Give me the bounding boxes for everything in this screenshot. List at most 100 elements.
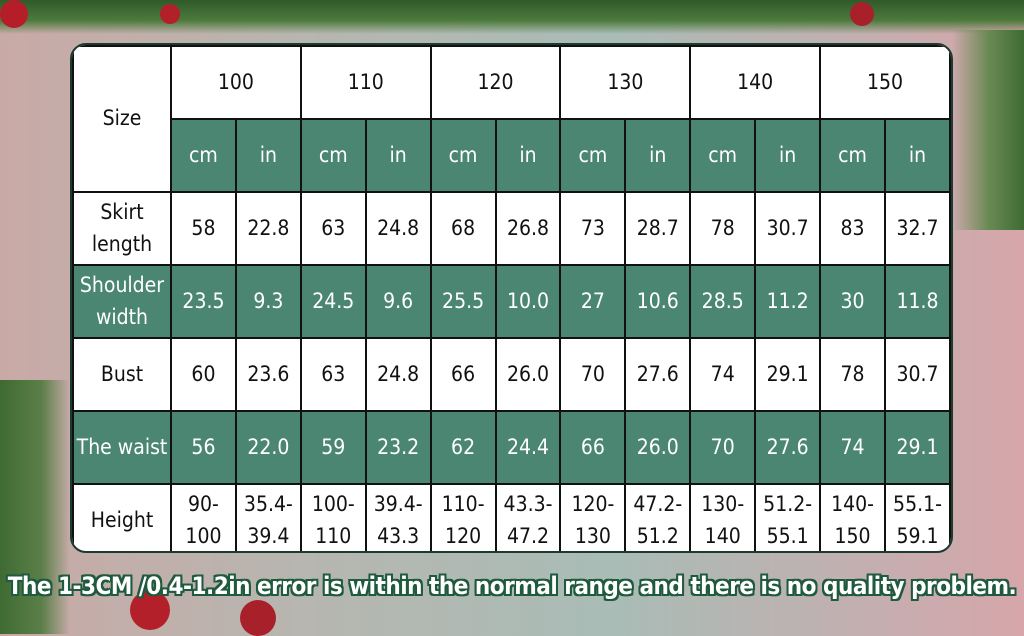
size-header: 100 <box>170 45 302 120</box>
table-cell: 29.1 <box>754 337 822 412</box>
unit-header-row: cm in cm in cm in cm in cm in cm in <box>73 118 951 193</box>
unit-header-cm: cm <box>170 118 237 193</box>
table-cell: 78 <box>819 337 886 412</box>
unit-header-in: in <box>754 118 822 193</box>
pine-branch-decoration <box>0 380 70 634</box>
table-cell: 63 <box>299 191 367 266</box>
table-cell: 27 <box>559 264 627 339</box>
table-cell: 23.6 <box>234 337 302 412</box>
table-cell: 26.0 <box>494 337 562 412</box>
table-cell: 27.6 <box>754 410 822 485</box>
table-cell: 78 <box>689 191 757 266</box>
corner-label: Size <box>72 45 172 193</box>
unit-header-cm: cm <box>299 118 367 193</box>
table-cell: 22.8 <box>234 191 302 266</box>
unit-header-in: in <box>624 118 692 193</box>
table-row: Shoulder width 23.5 9.3 24.5 9.6 25.5 10.0 27 10… <box>72 264 951 339</box>
table-cell: 90-100 <box>170 483 237 551</box>
bells-decoration <box>952 30 1024 230</box>
size-header: 130 <box>559 45 692 120</box>
measurement-error-note: The 1-3CM /0.4-1.2in error is within the… <box>7 572 1017 600</box>
table-cell: 100-110 <box>299 483 367 551</box>
table-cell: 59 <box>299 410 367 485</box>
row-label: Skirt length <box>72 191 172 266</box>
table-cell: 43.3-47.2 <box>494 483 562 551</box>
table-cell: 26.0 <box>624 410 692 485</box>
table-cell: 10.0 <box>494 264 562 339</box>
table-row: The waist 56 22.0 59 23.2 62 24.4 66 26.0 70 27.6 7… <box>72 410 951 485</box>
table-cell: 22.0 <box>234 410 302 485</box>
table-cell: 66 <box>559 410 627 485</box>
table-cell: 74 <box>819 410 886 485</box>
table-cell: 24.5 <box>299 264 367 339</box>
table-cell: 30.7 <box>754 191 822 266</box>
ornament-ball-icon <box>160 4 180 24</box>
table-cell: 62 <box>429 410 497 485</box>
table-cell: 83 <box>819 191 886 266</box>
table-cell: 73 <box>559 191 627 266</box>
table-cell: 23.2 <box>364 410 432 485</box>
table-cell: 28.7 <box>624 191 692 266</box>
table-cell: 30.7 <box>883 337 951 412</box>
table-cell: 60 <box>170 337 237 412</box>
table-cell: 140-150 <box>819 483 886 551</box>
table-row: Height 90-100 35.4-39.4 100-110 39.4-43.3 110… <box>72 483 951 551</box>
table-cell: 27.6 <box>624 337 692 412</box>
size-chart: Size 100 110 120 130 140 150 cm in cm in cm in cm in… <box>70 43 953 553</box>
table-cell: 30 <box>819 264 886 339</box>
table-cell: 68 <box>429 191 497 266</box>
table-cell: 51.2-55.1 <box>754 483 822 551</box>
table-cell: 74 <box>689 337 757 412</box>
size-header-row: Size 100 110 120 130 140 150 <box>72 45 951 193</box>
table-cell: 9.3 <box>234 264 302 339</box>
unit-header-cm: cm <box>819 118 886 193</box>
unit-header-in: in <box>234 118 302 193</box>
row-label: The waist <box>72 410 172 485</box>
table-cell: 25.5 <box>429 264 497 339</box>
unit-header-cm: cm <box>429 118 497 193</box>
table-cell: 35.4-39.4 <box>234 483 302 551</box>
table-cell: 110-120 <box>429 483 497 551</box>
unit-header-in: in <box>364 118 432 193</box>
unit-header-in: in <box>494 118 562 193</box>
size-chart-table: Size 100 110 120 130 140 150 cm in cm in cm in cm in… <box>72 45 951 551</box>
table-cell: 11.8 <box>883 264 951 339</box>
table-cell: 11.2 <box>754 264 822 339</box>
row-label: Height <box>72 483 172 551</box>
table-cell: 32.7 <box>883 191 951 266</box>
row-label: Bust <box>72 337 172 412</box>
table-cell: 47.2-51.2 <box>624 483 692 551</box>
unit-header-in: in <box>883 118 951 193</box>
size-header: 110 <box>299 45 432 120</box>
table-row: Skirt length 58 22.8 63 24.8 68 26.8 73 28.7 78 30… <box>72 191 951 266</box>
table-cell: 23.5 <box>170 264 237 339</box>
ornament-ball-icon <box>0 0 28 28</box>
table-cell: 70 <box>689 410 757 485</box>
table-cell: 120-130 <box>559 483 627 551</box>
table-cell: 29.1 <box>883 410 951 485</box>
table-cell: 24.4 <box>494 410 562 485</box>
table-cell: 10.6 <box>624 264 692 339</box>
table-cell: 24.8 <box>364 191 432 266</box>
row-label: Shoulder width <box>72 264 172 339</box>
table-cell: 58 <box>170 191 237 266</box>
size-header: 150 <box>819 45 951 120</box>
table-cell: 28.5 <box>689 264 757 339</box>
table-row: Bust 60 23.6 63 24.8 66 26.0 70 27.6 74 29.1 78 30.7 <box>72 337 951 412</box>
unit-header-cm: cm <box>689 118 757 193</box>
table-cell: 70 <box>559 337 627 412</box>
table-cell: 24.8 <box>364 337 432 412</box>
table-cell: 26.8 <box>494 191 562 266</box>
table-cell: 63 <box>299 337 367 412</box>
size-header: 120 <box>429 45 562 120</box>
size-header: 140 <box>689 45 822 120</box>
table-cell: 39.4-43.3 <box>364 483 432 551</box>
table-cell: 55.1-59.1 <box>883 483 951 551</box>
table-cell: 66 <box>429 337 497 412</box>
ornament-ball-icon <box>130 590 170 630</box>
ornament-ball-icon <box>240 600 276 636</box>
ornament-ball-icon <box>850 2 874 26</box>
table-cell: 9.6 <box>364 264 432 339</box>
table-cell: 56 <box>170 410 237 485</box>
unit-header-cm: cm <box>559 118 627 193</box>
